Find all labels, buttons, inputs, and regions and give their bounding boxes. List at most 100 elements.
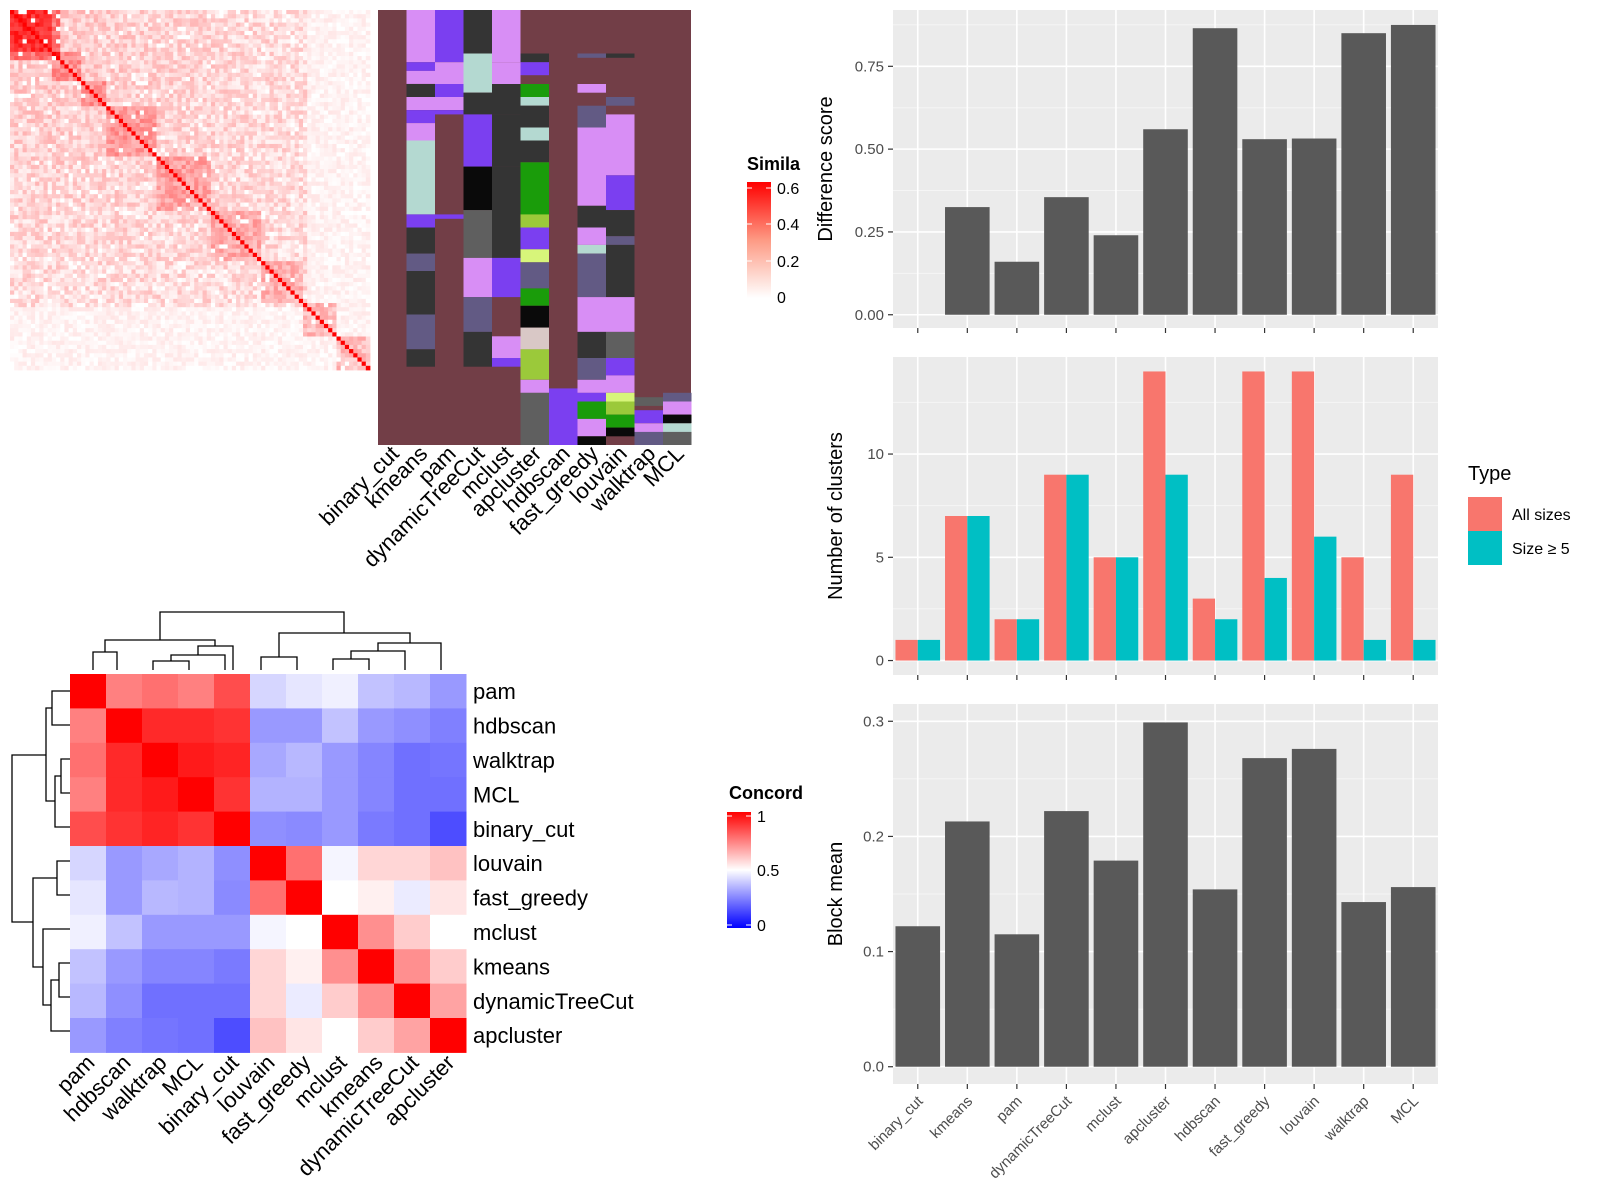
similarity-cell	[344, 35, 350, 40]
similarity-cell	[227, 148, 233, 153]
similarity-cell	[248, 194, 254, 199]
similarity-cell	[164, 148, 170, 153]
similarity-cell	[206, 152, 212, 157]
similarity-cell	[265, 181, 270, 187]
similarity-cell	[51, 39, 57, 44]
similarity-cell	[236, 22, 241, 28]
similarity-cell	[311, 14, 316, 19]
similarity-cell	[336, 198, 342, 203]
similarity-cell	[223, 236, 229, 241]
similarity-cell	[294, 39, 300, 44]
similarity-cell	[328, 227, 333, 233]
similarity-cell	[22, 110, 28, 116]
similarity-cell	[118, 206, 124, 212]
similarity-cell	[315, 173, 321, 178]
similarity-cell	[68, 185, 74, 191]
similarity-cell	[349, 18, 354, 23]
similarity-cell	[349, 202, 354, 208]
similarity-cell	[30, 135, 36, 141]
similarity-cell	[311, 231, 316, 237]
similarity-cell	[298, 18, 304, 23]
similarity-cell	[68, 118, 74, 124]
similarity-cell	[81, 127, 86, 132]
similarity-cell	[85, 35, 90, 40]
similarity-cell	[64, 18, 70, 23]
similarity-cell	[185, 14, 191, 19]
similarity-cell	[118, 215, 124, 220]
similarity-cell	[194, 110, 199, 116]
similarity-cell	[26, 123, 32, 128]
similarity-cell	[215, 206, 220, 212]
similarity-cell	[273, 68, 279, 74]
similarity-cell	[328, 68, 333, 74]
similarity-cell	[72, 177, 78, 183]
similarity-cell	[97, 215, 103, 220]
similarity-cell	[365, 156, 371, 162]
similarity-cell	[269, 177, 275, 183]
similarity-cell	[139, 127, 145, 132]
similarity-cell	[336, 177, 342, 183]
similarity-cell	[261, 110, 266, 116]
similarity-cell	[10, 26, 15, 32]
similarity-cell	[164, 110, 170, 116]
similarity-cell	[303, 30, 308, 36]
similarity-cell	[340, 22, 346, 28]
similarity-cell	[198, 93, 203, 99]
similarity-cell	[118, 43, 124, 49]
similarity-cell	[102, 215, 107, 220]
similarity-cell	[210, 123, 216, 128]
similarity-cell	[156, 202, 162, 208]
similarity-cell	[185, 198, 191, 203]
similarity-cell	[344, 51, 350, 57]
similarity-cell	[177, 110, 183, 116]
similarity-cell	[56, 51, 61, 57]
similarity-cell	[319, 215, 325, 220]
similarity-cell	[244, 156, 250, 162]
similarity-cell	[349, 236, 354, 241]
similarity-cell	[68, 240, 74, 245]
similarity-cell	[290, 39, 296, 44]
similarity-cell	[106, 72, 111, 78]
similarity-cell	[110, 114, 116, 120]
similarity-cell	[10, 248, 15, 254]
similarity-cell	[139, 202, 145, 208]
similarity-cell	[160, 26, 166, 32]
similarity-cell	[64, 114, 70, 120]
similarity-cell	[286, 76, 291, 82]
similarity-cell	[39, 240, 44, 245]
similarity-cell	[269, 30, 275, 36]
similarity-cell	[315, 106, 321, 111]
similarity-cell	[68, 194, 74, 199]
similarity-cell	[190, 240, 195, 245]
similarity-cell	[215, 236, 220, 241]
similarity-cell	[190, 81, 195, 86]
similarity-cell	[190, 93, 195, 99]
similarity-cell	[156, 64, 162, 70]
similarity-cell	[110, 160, 116, 166]
similarity-cell	[106, 231, 111, 237]
similarity-cell	[56, 10, 61, 15]
similarity-cell	[202, 127, 208, 132]
similarity-cell	[194, 114, 199, 120]
similarity-cell	[353, 68, 358, 74]
similarity-cell	[43, 231, 49, 237]
similarity-cell	[72, 106, 78, 111]
similarity-cell	[244, 152, 250, 157]
similarity-cell	[190, 206, 195, 212]
similarity-cell	[135, 56, 141, 61]
similarity-cell	[298, 68, 304, 74]
similarity-cell	[169, 81, 174, 86]
similarity-cell	[102, 248, 107, 254]
similarity-cell	[273, 148, 279, 153]
similarity-cell	[181, 43, 187, 49]
similarity-cell	[265, 81, 270, 86]
similarity-cell	[349, 169, 354, 174]
similarity-cell	[51, 10, 57, 15]
similarity-cell	[303, 68, 308, 74]
similarity-cell	[340, 215, 346, 220]
similarity-cell	[219, 139, 224, 145]
similarity-cell	[127, 223, 132, 229]
similarity-cell	[169, 231, 174, 237]
similarity-cell	[311, 22, 316, 28]
similarity-cell	[60, 181, 65, 187]
